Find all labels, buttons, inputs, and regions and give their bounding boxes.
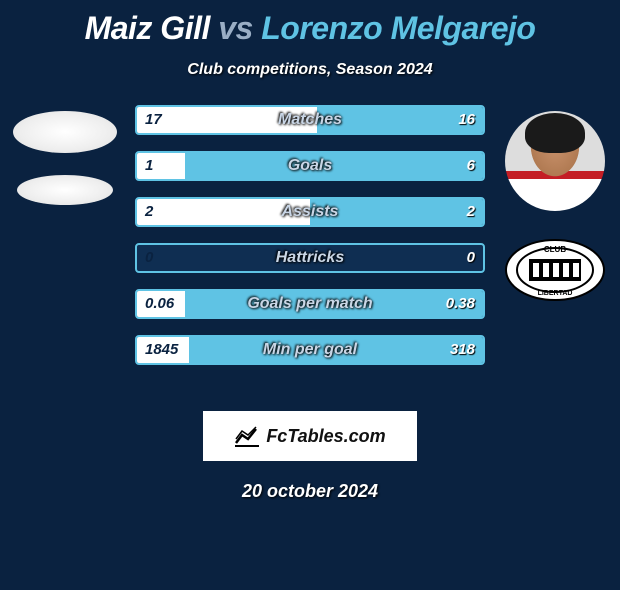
player2-column: CLUB LIBERTAD <box>495 111 615 301</box>
player1-column <box>5 111 125 205</box>
vs-text: vs <box>218 10 253 46</box>
comparison-title: Maiz Gill vs Lorenzo Melgarejo <box>0 10 620 47</box>
brand-box[interactable]: FcTables.com <box>203 411 417 461</box>
chart-icon <box>234 425 260 447</box>
stat-row: 16Goals <box>135 151 485 181</box>
stat-row: 22Assists <box>135 197 485 227</box>
stat-row: 1845318Min per goal <box>135 335 485 365</box>
stat-row: 1716Matches <box>135 105 485 135</box>
club-text-top: CLUB <box>544 245 566 254</box>
stat-label: Goals per match <box>137 291 483 317</box>
player2-name: Lorenzo Melgarejo <box>261 10 535 46</box>
stat-label: Min per goal <box>137 337 483 363</box>
stat-bars: 1716Matches 16Goals 22Assists 00Hattricks 0.… <box>135 105 485 381</box>
player1-name: Maiz Gill <box>85 10 210 46</box>
stat-label: Assists <box>137 199 483 225</box>
stat-label: Goals <box>137 153 483 179</box>
stat-label: Hattricks <box>137 245 483 271</box>
player2-club-logo: CLUB LIBERTAD <box>505 239 605 301</box>
main-area: CLUB LIBERTAD 1716Matches16Goals22Assist… <box>0 111 620 391</box>
stat-row: 00Hattricks <box>135 243 485 273</box>
stat-row: 0.060.38Goals per match <box>135 289 485 319</box>
club-text-bottom: LIBERTAD <box>538 290 573 297</box>
brand-text: FcTables.com <box>266 426 385 447</box>
player1-avatar-placeholder <box>13 111 117 153</box>
subtitle: Club competitions, Season 2024 <box>0 61 620 79</box>
stat-label: Matches <box>137 107 483 133</box>
date-text: 20 october 2024 <box>0 481 620 502</box>
player1-club-placeholder <box>17 175 113 205</box>
player2-avatar <box>505 111 605 211</box>
